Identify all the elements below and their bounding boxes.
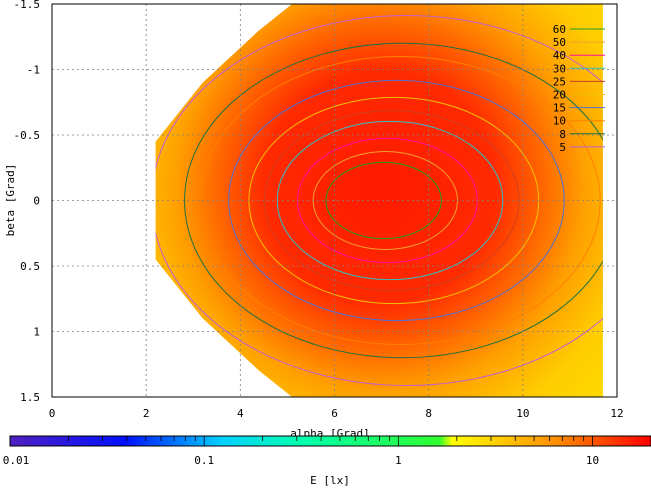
plot-frame <box>51 3 618 398</box>
contour-line-8 <box>184 42 603 359</box>
legend-label-60: 60 <box>553 23 566 36</box>
x-tick-label: 6 <box>331 407 338 420</box>
x-tick-label: 10 <box>516 407 529 420</box>
legend-label-40: 40 <box>553 49 566 62</box>
y-tick-label: 1 <box>33 326 40 339</box>
y-tick-label: -1.5 <box>14 0 41 11</box>
legend-label-5: 5 <box>559 141 566 154</box>
y-axis-label: beta [Grad] <box>4 164 17 237</box>
y-tick-label: 1.5 <box>20 391 40 404</box>
legend-label-30: 30 <box>553 62 566 75</box>
y-tick-label: -1 <box>27 64 40 77</box>
colorbar-tick-label: 0.1 <box>194 454 214 467</box>
colorbar: 0.01 0.1 1 10 E [lx] <box>3 435 651 487</box>
y-tick-label: 0.5 <box>20 260 40 273</box>
legend-label-50: 50 <box>553 36 566 49</box>
x-tick-label: 8 <box>425 407 432 420</box>
legend-label-20: 20 <box>553 89 566 102</box>
legend-label-15: 15 <box>553 102 566 115</box>
legend-label-25: 25 <box>553 75 566 88</box>
x-tick-label: 0 <box>49 407 56 420</box>
y-tick-label: 0 <box>33 195 40 208</box>
colorbar-tick-label: 0.01 <box>3 454 30 467</box>
contour-line-5 <box>155 15 603 386</box>
colorbar-label: E [lx] <box>310 474 350 486</box>
y-tick-label: -0.5 <box>14 129 41 142</box>
x-tick-label: 2 <box>143 407 150 420</box>
colorbar-tick-label: 10 <box>586 454 599 467</box>
legend-label-10: 10 <box>553 115 566 128</box>
contour-line-60 <box>325 161 442 240</box>
x-tick-label: 4 <box>237 407 244 420</box>
contour-line-10 <box>199 55 601 346</box>
colorbar-gradient <box>9 435 651 447</box>
colorbar-tick-label: 1 <box>395 454 402 467</box>
x-tick-label: 12 <box>610 407 623 420</box>
legend-label-8: 8 <box>559 128 566 141</box>
